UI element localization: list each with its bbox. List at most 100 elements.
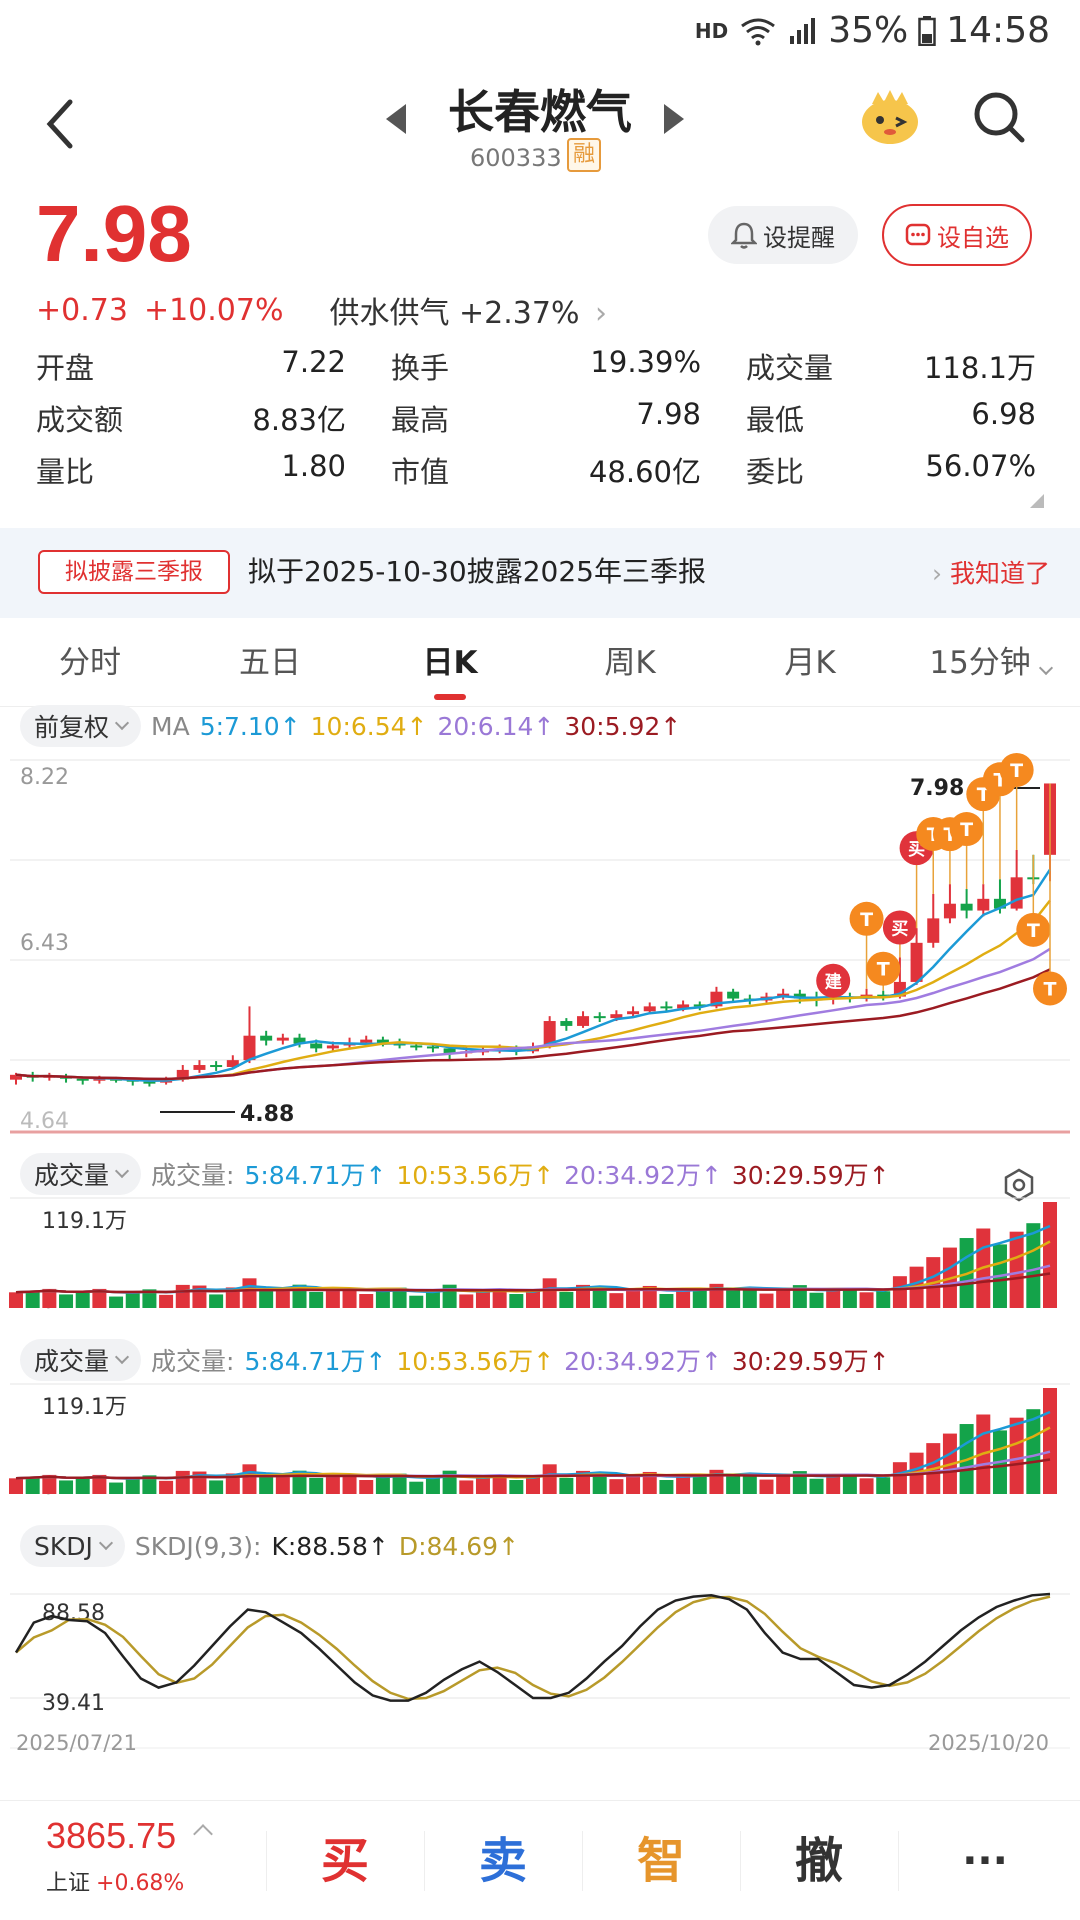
stat-label: 成交量 [746, 351, 834, 385]
skdj-chart[interactable]: 88.58 39.41 2025/07/21 2025/10/20 [0, 1570, 1080, 1770]
smart-button[interactable]: 智 [636, 1833, 685, 1889]
kline-chart[interactable]: 8.22 6.43 4.64 7.98 4.88 建TT买买TTTTTTTT [0, 750, 1080, 1150]
ma5-value: 5:7.10↑ [200, 712, 301, 741]
stat-value: 7.98 [636, 397, 701, 431]
volume-bar [676, 1289, 691, 1308]
up-arrow-icon: ↑ [700, 1161, 722, 1190]
adjust-select[interactable]: 前复权 [20, 705, 142, 747]
volume-bar [309, 1291, 324, 1308]
skdj-select[interactable]: SKDJ [20, 1525, 125, 1567]
tab-15min[interactable]: 15分钟 [900, 628, 1080, 706]
volume-bar [242, 1278, 257, 1308]
trade-marker-build [816, 963, 851, 998]
stat-label: 委比 [746, 455, 805, 489]
stat-order-ratio: 委比 56.07% [746, 449, 1036, 491]
notice-dismiss-button[interactable]: › 我知道了 [932, 559, 1050, 588]
candle [193, 1065, 206, 1070]
volume-bar [776, 1290, 791, 1308]
vol-max-label: 119.1万 [42, 1209, 127, 1234]
volume-bar [826, 1289, 841, 1308]
tab-daily-k[interactable]: 日K [360, 628, 540, 706]
skdj-label: SKDJ(9,3): [134, 1531, 262, 1561]
skdj-bottom-label: 39.41 [42, 1691, 105, 1716]
vol-ma30-line [15, 1272, 1051, 1294]
tab-intraday[interactable]: 分时 [59, 645, 121, 681]
index-value: 3865.75 [46, 1815, 177, 1856]
expand-corner-icon[interactable] [1030, 494, 1044, 508]
tab-weekly-k[interactable]: 周K [604, 645, 656, 681]
sell-button[interactable]: 卖 [478, 1833, 527, 1889]
candle [276, 1037, 289, 1041]
volume-bar [142, 1289, 157, 1308]
volume-bar [275, 1290, 290, 1308]
sector-link[interactable]: 供水供气 +2.37% › [329, 288, 607, 332]
volume-bar [342, 1473, 357, 1494]
stats-row: 开盘 7.22 换手 19.39% 成交量 118.1万 [36, 340, 1036, 392]
candle [143, 1081, 156, 1084]
volume-bar [542, 1278, 557, 1308]
tab-monthly-k[interactable]: 月K [784, 645, 836, 681]
vol20-text: 20:34.92万 [564, 1161, 701, 1190]
back-arrow-icon[interactable] [38, 94, 88, 154]
disclosure-notice[interactable]: 拟披露三季报 拟于2025-10-30披露2025年三季报 › 我知道了 [0, 528, 1080, 618]
stat-open: 开盘 7.22 [36, 345, 391, 387]
up-arrow-icon: ↑ [660, 711, 682, 741]
volume-select[interactable]: 成交量 [20, 1153, 142, 1195]
ma5-text: 5:7.10 [199, 711, 280, 741]
volume-bar [726, 1287, 741, 1308]
candle [210, 1065, 223, 1068]
search-icon[interactable] [970, 88, 1028, 146]
candle [610, 1014, 623, 1019]
vol30-text: 30:29.59万 [731, 1347, 869, 1376]
volume-bar [525, 1475, 541, 1494]
candle [910, 942, 923, 982]
chevron-down-icon [114, 715, 130, 731]
cancel-order-button[interactable]: 撤 [794, 1833, 843, 1889]
volume-bar [425, 1291, 440, 1308]
volume-select[interactable]: 成交量 [20, 1339, 142, 1381]
volume-bar [92, 1288, 107, 1308]
next-stock-icon[interactable] [664, 104, 684, 134]
vol10-value: 10:53.56万↑ [396, 1156, 554, 1192]
divider [898, 1831, 899, 1891]
trade-marker-t [949, 812, 984, 847]
volume-bar [125, 1292, 140, 1308]
mascot-icon[interactable] [858, 88, 922, 148]
volume-bar [609, 1293, 624, 1308]
volume-chart[interactable]: 119.1万 0 [0, 1382, 1080, 1506]
volume-select-label: 成交量 [34, 1161, 110, 1190]
stat-value: 56.07% [925, 449, 1036, 483]
candle [577, 1016, 590, 1026]
volume-bar [392, 1473, 407, 1494]
volume-chart[interactable]: 119.1万 0 [0, 1196, 1080, 1320]
volume-bar [109, 1296, 124, 1308]
volume-bar [676, 1475, 691, 1494]
prev-stock-icon[interactable] [386, 104, 406, 134]
up-arrow-icon: ↑ [279, 711, 301, 741]
volume-bar [259, 1291, 274, 1308]
volume-bar [525, 1289, 541, 1308]
volume-bar [92, 1474, 107, 1494]
volume-bar [409, 1295, 424, 1308]
buy-button[interactable]: 买 [320, 1833, 369, 1889]
candle [627, 1011, 640, 1015]
chevron-down-icon [1038, 660, 1053, 676]
settings-icon[interactable] [1002, 1168, 1036, 1202]
set-alert-button[interactable]: 设提醒 [708, 206, 858, 264]
up-arrow-icon: ↑ [406, 711, 428, 741]
divider [740, 1831, 741, 1891]
divider [266, 1831, 267, 1891]
up-arrow-icon: ↑ [700, 1347, 722, 1376]
margin-badge: 融 [567, 138, 601, 172]
candle [176, 1069, 189, 1080]
volume-bar [375, 1290, 390, 1308]
stat-label: 成交额 [36, 403, 124, 437]
candle [243, 1035, 256, 1061]
clock: 14:58 [946, 10, 1050, 51]
skdj-k-line [14, 1592, 1051, 1702]
tab-five-day[interactable]: 五日 [239, 645, 301, 681]
stat-value: 19.39% [590, 345, 701, 379]
add-watchlist-button[interactable]: 设自选 [882, 204, 1032, 266]
more-button[interactable]: ··· [962, 1838, 1008, 1884]
volume-bar [826, 1475, 841, 1494]
